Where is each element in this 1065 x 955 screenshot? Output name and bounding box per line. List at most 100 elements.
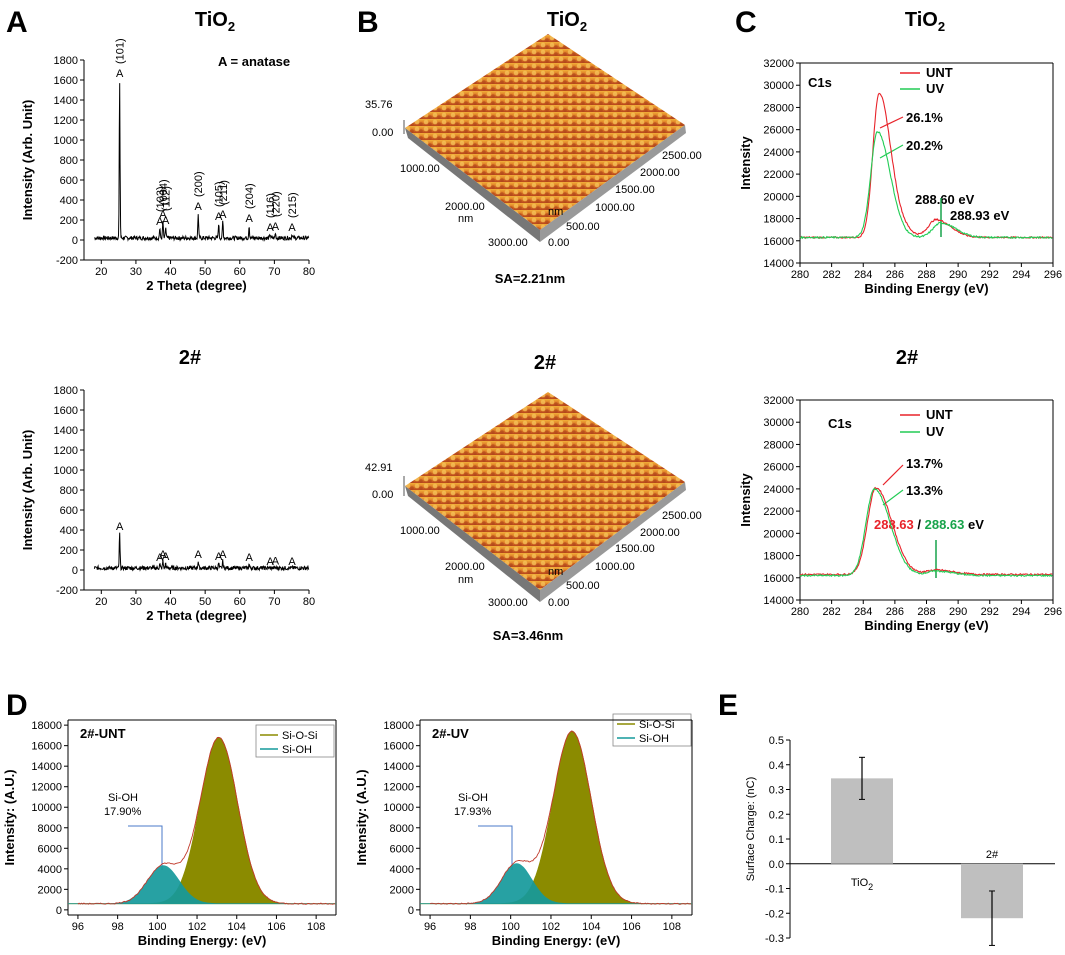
y-tick-label: 24000	[763, 147, 794, 159]
peak-marker: A	[288, 556, 296, 568]
afm-x-tick: 1000.00	[400, 163, 440, 175]
y-tick-label: 10000	[383, 802, 414, 814]
y-tick-label: 14000	[31, 761, 62, 773]
peak-marker: A	[272, 221, 280, 233]
peak-marker: A	[195, 201, 203, 213]
peak-marker: A	[159, 549, 167, 561]
peak-hkl-label: (204)	[244, 183, 256, 209]
peak-hkl-label: (103)	[155, 186, 167, 212]
y-tick-label: 30000	[763, 80, 794, 92]
x-tick-label: 290	[949, 269, 967, 281]
y-tick-label: -200	[56, 585, 78, 597]
y-axis-label: Intensity: (A.U.)	[354, 769, 369, 865]
y-tick-label: 4000	[38, 864, 62, 876]
x-tick-label: 70	[268, 596, 280, 608]
x-tick-label: 60	[234, 266, 246, 278]
y-tick-label: 800	[60, 155, 78, 167]
si-oh-leader	[128, 825, 163, 870]
x-tick-label: 106	[622, 921, 640, 933]
ann-uv-peak: 288.63	[925, 517, 965, 532]
afm-tio2: TiO2 35.76 0.00 1000.00 2000.00 nm 3000.…	[365, 9, 702, 286]
y-tick-label: 600	[60, 175, 78, 187]
peak-marker: A	[219, 209, 227, 221]
panel-letter-e: E	[718, 689, 738, 722]
y-axis-label: Intensity	[738, 473, 753, 527]
peak-marker: A	[116, 68, 124, 80]
y-axis-label: Intensity: (A.U.)	[2, 769, 17, 865]
ann-unt-percent: 13.7%	[906, 456, 943, 471]
series-uv	[799, 487, 1053, 578]
x-axis-label: Binding Energy (eV)	[864, 618, 988, 633]
peak-hkl-label: (004)	[158, 179, 170, 205]
ann-unt-peak: 288.63	[874, 517, 914, 532]
afm-tio2-sa: SA=2.21nm	[495, 271, 565, 286]
x-tick-label: 50	[199, 266, 211, 278]
y-tick-label: 1400	[54, 95, 78, 107]
x-tick-label: 294	[1012, 606, 1030, 618]
y-axis-label: Intensity (Arb. Unit)	[20, 100, 35, 221]
peak-hkl-label: (200)	[193, 171, 205, 197]
x-tick-label: 40	[164, 266, 176, 278]
y-tick-label: 18000	[31, 720, 62, 732]
ann-uv-peak: 288.93 eV	[950, 208, 1010, 223]
chart-title: TiO2	[905, 9, 945, 34]
y-tick-label: 2000	[390, 884, 414, 896]
afm-z-min: 0.00	[372, 127, 393, 139]
xrd-tio2-chart: TiO2 A = anatase 20 30 40 50 60 70 80 -200 0 200 4…	[20, 9, 315, 293]
anatase-note: A = anatase	[218, 54, 290, 69]
y-tick-label: 1200	[54, 445, 78, 457]
peak-hkl-label: (211)	[218, 180, 230, 205]
afm-y-tick: 1000.00	[595, 561, 635, 573]
y-tick-label: 22000	[763, 506, 794, 518]
y-tick-label: 28000	[763, 102, 794, 114]
y-tick-label: 14000	[763, 258, 794, 270]
ann-uv-percent: 13.3%	[906, 483, 943, 498]
afm-y-tick: 500.00	[566, 221, 600, 233]
c1s-label: C1s	[828, 416, 852, 431]
category-label: 2#	[986, 849, 999, 861]
peak-hkl-label: (105)	[214, 181, 226, 207]
afm-x-tick: 2000.00	[445, 561, 485, 573]
peak-hkl-label: (116)	[265, 193, 277, 218]
afm-x-unit: nm	[458, 213, 473, 225]
x-tick-label: 294	[1012, 269, 1030, 281]
afm-2: 2# 42.91 0.00 1000.00 2000.00 nm 3000.00…	[365, 352, 702, 643]
chart-title: 2#	[896, 347, 918, 369]
x-tick-label: 60	[234, 596, 246, 608]
c1s-tio2-chart: TiO2 C1s UNT UV 26.1% 20.2% 288.60 eV 28…	[738, 9, 1062, 296]
y-tick-label: 16000	[763, 573, 794, 585]
afm-y-tick: 1500.00	[615, 543, 655, 555]
y-tick-label: 32000	[763, 395, 794, 407]
y-tick-label: -0.3	[765, 933, 784, 945]
c1s-label: C1s	[808, 75, 832, 90]
legend-box	[255, 724, 335, 758]
y-tick-label: 22000	[763, 169, 794, 181]
xrd-2-chart: 2# 20 30 40 50 60 70 80 -200 0 200 400 600 800 1000 12…	[20, 347, 315, 623]
x-tick-label: 102	[188, 921, 206, 933]
y-tick-label: 0	[56, 905, 62, 917]
afm-tio2-title: TiO2	[547, 9, 587, 34]
x-axis-label: Binding Energy: (eV)	[492, 933, 621, 948]
x-axis-label: Binding Energy: (eV)	[138, 933, 267, 948]
x-tick-label: 284	[854, 606, 872, 618]
y-tick-label: 26000	[763, 125, 794, 137]
y-tick-label: 10000	[31, 802, 62, 814]
y-tick-label: 16000	[763, 236, 794, 248]
panel-letter-d: D	[6, 689, 28, 722]
si2p-unt-chart: 2#-UNT Si-O-Si Si-OH Si-OH 17.90% 96 98 10…	[2, 719, 337, 948]
peak-marker: A	[162, 215, 170, 227]
x-tick-label: 80	[303, 596, 315, 608]
peak-marker: A	[162, 551, 170, 563]
y-tick-label: 200	[60, 545, 78, 557]
x-tick-label: 296	[1044, 269, 1062, 281]
peak-hkl-label: (112)	[161, 186, 173, 211]
c1s-2-chart: 2# C1s UNT UV 13.7% 13.3% 288.63 / 288.6…	[738, 347, 1062, 633]
y-tick-label: 0	[72, 235, 78, 247]
y-tick-label: 0.3	[769, 785, 784, 797]
y-tick-label: 400	[60, 525, 78, 537]
peak-marker: A	[288, 222, 296, 234]
peak-marker: A	[215, 551, 223, 563]
arrow-unt	[879, 116, 904, 129]
y-tick-label: 16000	[383, 741, 414, 753]
